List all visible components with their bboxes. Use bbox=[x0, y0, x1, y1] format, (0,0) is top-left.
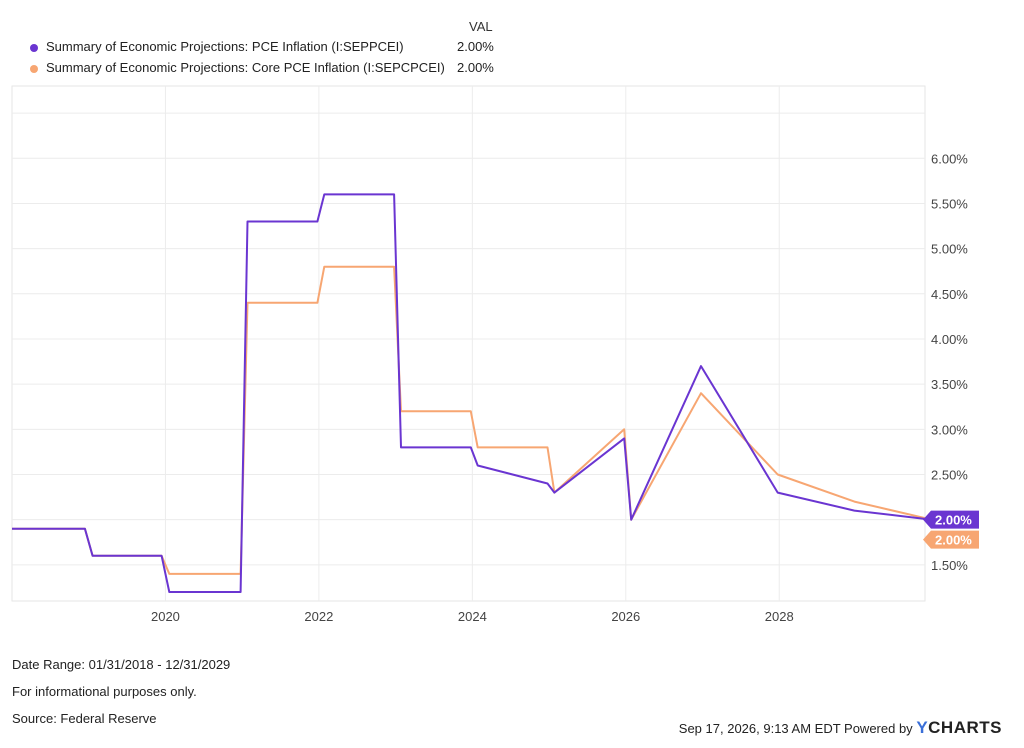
x-tick-label: 2028 bbox=[765, 609, 794, 624]
ycharts-logo[interactable]: YCHARTS bbox=[916, 718, 1002, 737]
y-tick-label: 4.50% bbox=[931, 287, 968, 302]
legend-series-name: Summary of Economic Projections: Core PC… bbox=[46, 60, 445, 75]
legend-series-value: 2.00% bbox=[457, 39, 494, 54]
x-tick-label: 2022 bbox=[304, 609, 333, 624]
end-value-label: 2.00% bbox=[935, 513, 972, 528]
legend-series-name: Summary of Economic Projections: PCE Inf… bbox=[46, 39, 404, 54]
plot-frame bbox=[11, 85, 926, 602]
end-value-tag bbox=[923, 530, 979, 549]
timestamp-text: Sep 17, 2026, 9:13 AM EDT Powered by bbox=[678, 721, 913, 736]
y-tick-label: 1.50% bbox=[931, 558, 968, 573]
line-chart[interactable]: 1.50% 2.00% 2.50% 3.00% 3.50% 4.00% 4.50% 5.00%… bbox=[0, 0, 1024, 640]
legend-entry-pce[interactable]: Summary of Economic Projections: PCE Inf… bbox=[30, 39, 510, 57]
date-range-text: Date Range: 01/31/2018 - 12/31/2029 bbox=[12, 657, 231, 672]
disclaimer-text: For informational purposes only. bbox=[12, 684, 197, 699]
y-tick-label: 5.00% bbox=[931, 242, 968, 257]
end-value-label: 2.00% bbox=[935, 533, 972, 548]
y-tick-label: 3.50% bbox=[931, 377, 968, 392]
source-text: Source: Federal Reserve bbox=[12, 711, 157, 726]
y-tick-label: 4.00% bbox=[931, 332, 968, 347]
y-tick-label: 6.00% bbox=[931, 151, 968, 166]
x-tick-label: 2024 bbox=[458, 609, 487, 624]
legend-value-header: VAL bbox=[469, 19, 493, 34]
timestamp-credit: Sep 17, 2026, 9:13 AM EDT Powered by YCH… bbox=[679, 718, 1002, 738]
legend-series-value: 2.00% bbox=[457, 60, 494, 75]
chart-legend: VAL Summary of Economic Projections: PCE… bbox=[0, 0, 1024, 86]
y-tick-label: 5.50% bbox=[931, 196, 968, 211]
end-value-tag bbox=[923, 510, 979, 529]
legend-dot-icon bbox=[30, 44, 38, 52]
x-tick-label: 2020 bbox=[151, 609, 180, 624]
x-tick-label: 2026 bbox=[611, 609, 640, 624]
series-line-pce bbox=[12, 193, 933, 593]
y-tick-label: 3.00% bbox=[931, 422, 968, 437]
legend-entry-core-pce[interactable]: Summary of Economic Projections: Core PC… bbox=[30, 60, 510, 78]
legend-dot-icon bbox=[30, 65, 38, 73]
y-tick-label: 2.50% bbox=[931, 468, 968, 483]
